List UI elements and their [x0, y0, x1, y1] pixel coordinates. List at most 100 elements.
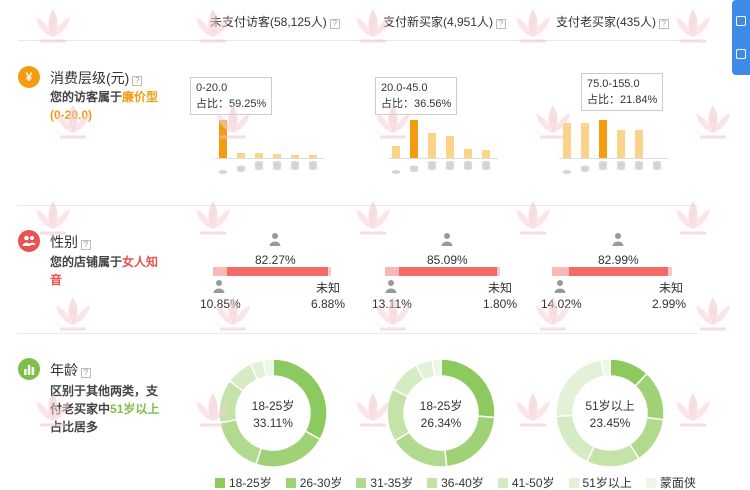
watermark-logo — [516, 9, 550, 43]
help-icon[interactable]: ? — [659, 19, 670, 29]
gender-section-title: 性别? — [50, 232, 91, 252]
unknown-share: 6.88% — [311, 297, 346, 311]
legend-item[interactable]: 31-35岁 — [356, 474, 413, 490]
legend-swatch — [215, 477, 225, 488]
column-header-new-buyers: 支付新买家(4,951人)? — [383, 13, 507, 30]
coin-icon — [598, 161, 608, 170]
male-user-icon — [385, 280, 397, 293]
watermark-logo — [196, 201, 230, 235]
price-bar[interactable] — [581, 123, 589, 158]
legend-item[interactable]: 51岁以上 — [568, 474, 632, 490]
unknown-share: 2.99% — [652, 297, 687, 311]
legend-swatch — [285, 477, 296, 488]
coin-icon — [445, 161, 455, 170]
male-bar — [385, 267, 399, 276]
coin-icon — [463, 161, 473, 170]
divider — [18, 333, 698, 334]
price-bar[interactable] — [599, 120, 607, 158]
female-user-icon — [612, 233, 624, 246]
price-bar[interactable] — [635, 130, 643, 158]
help-icon[interactable]: ? — [132, 76, 143, 86]
legend-swatch — [568, 477, 579, 488]
age-section-desc: 区别于其他两类，支付老买家中51岁以上占比居多 — [50, 384, 160, 434]
legend-label: 蒙面侠 — [659, 476, 696, 490]
legend-label: 51岁以上 — [582, 476, 632, 490]
unknown-bar — [328, 267, 331, 276]
watermark-logo — [676, 9, 710, 43]
coin-icon — [290, 161, 300, 170]
column-header-unpaid: 未支付访客(58,125人)? — [210, 13, 340, 30]
help-icon[interactable]: ? — [81, 368, 91, 378]
price-bar[interactable] — [392, 146, 400, 158]
watermark-logo — [676, 393, 710, 427]
people-icon — [18, 230, 40, 252]
price-bar[interactable] — [446, 136, 454, 158]
toolbar-icon[interactable] — [736, 49, 746, 60]
legend-swatch — [427, 477, 438, 488]
donut-slice[interactable] — [262, 358, 274, 378]
age-legend: 18-25岁 26-30岁 31-35岁 36-40岁 41-50岁 51岁以上 蒙面侠 — [215, 474, 696, 490]
donut-slice[interactable] — [431, 358, 442, 378]
coin-icon — [562, 170, 572, 174]
age-chart-icon — [18, 358, 40, 380]
legend-swatch — [497, 477, 508, 488]
donut-slice[interactable] — [393, 431, 448, 468]
legend-swatch — [645, 477, 656, 488]
coin-icon — [427, 161, 437, 170]
donut-slice[interactable] — [586, 443, 640, 468]
divider — [18, 40, 698, 41]
price-bar[interactable] — [237, 153, 245, 158]
unknown-label: 未知 — [659, 281, 684, 295]
help-icon[interactable]: ? — [329, 19, 340, 29]
male-user-icon — [554, 280, 566, 293]
column-header-old-buyers: 支付老买家(435人)? — [556, 13, 670, 30]
legend-label: 41-50岁 — [511, 476, 555, 490]
legend-item[interactable]: 36-40岁 — [427, 474, 484, 490]
legend-label: 18-25岁 — [229, 476, 272, 490]
age-donut-chart — [555, 358, 665, 468]
coin-icon — [634, 161, 644, 170]
price-section-title: 消费层级(元)? — [50, 68, 143, 88]
toolbar-icon[interactable] — [736, 15, 746, 26]
legend-label: 36-40岁 — [441, 476, 484, 490]
legend-item[interactable]: 18-25岁 — [215, 474, 272, 490]
price-tooltip: 20.0-45.0 占比：36.56% — [375, 77, 458, 115]
price-bar[interactable] — [563, 123, 571, 158]
price-bar[interactable] — [410, 120, 418, 158]
coin-icon — [616, 161, 626, 170]
male-share: 13.11% — [372, 297, 412, 311]
price-bar[interactable] — [273, 154, 281, 158]
watermark-logo — [56, 297, 90, 331]
legend-item[interactable]: 26-30岁 — [285, 474, 342, 490]
age-donut-chart — [386, 358, 496, 468]
legend-item[interactable]: 41-50岁 — [497, 474, 555, 490]
donut-slice[interactable] — [255, 430, 322, 468]
price-section-desc: 您的访客属于廉价型 (0-20.0) — [50, 90, 159, 122]
divider — [18, 205, 698, 206]
unknown-label: 未知 — [316, 281, 341, 295]
watermark-logo — [356, 201, 390, 235]
price-bar[interactable] — [219, 120, 227, 158]
coin-icon — [409, 165, 419, 172]
price-bar[interactable] — [428, 133, 436, 158]
donut-slice[interactable] — [600, 358, 611, 378]
male-share: 14.02% — [541, 297, 582, 311]
price-bar[interactable] — [464, 149, 472, 158]
price-bar[interactable] — [309, 155, 317, 158]
age-donut-label: 51岁以上 23.45% — [585, 399, 635, 430]
unknown-share: 1.80% — [483, 297, 518, 311]
coin-icon — [308, 161, 318, 170]
price-bar[interactable] — [291, 155, 299, 158]
price-bar[interactable] — [482, 150, 490, 158]
price-bar[interactable] — [255, 153, 263, 158]
male-bar — [552, 267, 569, 276]
price-bar[interactable] — [617, 130, 625, 158]
legend-item[interactable]: 蒙面侠 — [645, 474, 696, 490]
side-toolbar[interactable] — [732, 0, 750, 75]
price-tooltip: 0-20.0 占比：59.25% — [190, 77, 273, 115]
price-axis — [559, 158, 669, 159]
help-icon[interactable]: ? — [496, 19, 507, 29]
female-share: 82.99% — [598, 253, 639, 267]
help-icon[interactable]: ? — [81, 240, 91, 250]
price-tooltip: 75.0-155.0 占比：21.84% — [581, 73, 664, 111]
